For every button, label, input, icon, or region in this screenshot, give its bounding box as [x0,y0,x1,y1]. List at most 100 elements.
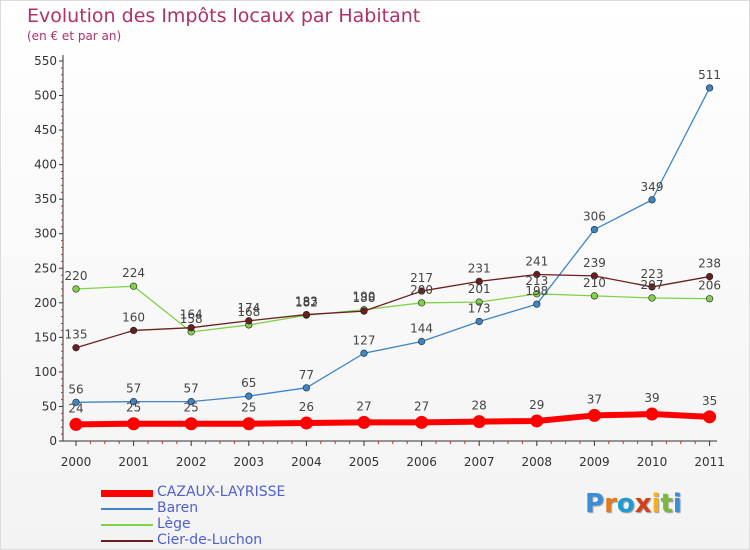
data-point [357,415,371,429]
data-point [533,300,541,308]
data-point [302,310,311,319]
y-tick-label: 100 [34,365,57,379]
logo-letter: r [604,489,617,519]
data-label: 200 [410,283,433,297]
data-label: 57 [126,382,141,396]
data-point [590,225,599,234]
data-point [184,417,198,431]
data-point [530,414,544,428]
line-chart: 0 50 100 150 200 250 300 350 400 450 500 550 2000 200… [34,54,725,469]
data-label: 224 [122,266,145,280]
logo-letter: i [651,489,661,519]
data-label: 220 [65,269,88,283]
data-label: 173 [468,301,491,315]
data-point [242,417,256,431]
y-tick-label: 350 [34,192,57,206]
proxiti-logo: Proxiti [585,489,682,519]
x-tick-label: 2001 [118,455,149,469]
data-label: 35 [702,394,717,408]
data-point [533,290,541,298]
logo-letter: x [634,489,652,519]
data-point [130,282,138,290]
data-point [245,392,253,400]
data-label: 168 [237,305,260,319]
data-label: 77 [299,368,314,382]
data-point [245,317,253,325]
data-label: 201 [468,282,491,296]
data-point [72,285,80,293]
data-label: 37 [587,392,602,406]
legend-swatch [101,489,153,497]
data-point [72,398,80,406]
data-point [415,415,429,429]
data-point [69,417,83,431]
data-label: 217 [410,271,433,285]
data-point [590,272,599,280]
legend-swatch [101,508,153,510]
x-tick-label: 2003 [234,455,265,469]
data-label: 24 [68,401,83,415]
data-label: 231 [468,261,491,275]
legend-swatch [101,524,153,526]
x-tick-label: 2004 [291,455,322,469]
legend-item: Cier-de-Luchon [101,532,341,549]
data-label: 207 [641,278,664,292]
data-label: 182 [295,295,318,309]
data-label: 349 [641,180,664,194]
data-label: 188 [353,291,376,305]
data-point [648,294,656,302]
y-tick-label: 200 [34,296,57,310]
legend-item: CAZAUX-LAYRISSE [101,484,341,501]
data-label: 144 [410,322,433,336]
data-label: 29 [529,398,544,412]
data-label: 239 [583,256,606,270]
data-label: 27 [356,399,371,413]
data-point [648,196,656,204]
y-tick-label: 400 [34,158,57,172]
data-label: 56 [68,382,83,396]
x-tick-label: 2010 [637,455,668,469]
data-point [645,407,659,421]
y-tick-label: 250 [34,261,57,275]
data-point [418,299,426,307]
x-tick-label: 2000 [61,455,92,469]
legend-label: Baren [157,500,199,516]
data-point [472,415,486,429]
x-tick-label: 2006 [406,455,437,469]
logo-letter: o [616,489,635,519]
data-point [418,337,426,346]
data-point [127,417,141,431]
logo-letter: P [585,489,605,519]
data-label: 25 [241,401,256,415]
data-point [302,384,311,392]
data-point [648,283,656,291]
data-label: 238 [698,257,721,271]
data-point [360,307,368,315]
data-point [72,344,80,352]
x-tick-label: 2005 [349,455,380,469]
data-point [703,410,717,424]
y-tick-label: 300 [34,227,57,241]
y-tick-label: 150 [34,330,57,344]
data-label: 135 [65,328,88,342]
legend-label: Lège [157,516,191,532]
legend-label: CAZAUX-LAYRISSE [157,484,286,500]
axes: 0 50 100 150 200 250 300 350 400 450 500 550 2000 200… [34,54,725,469]
legend-item: Lège [101,516,341,533]
data-point [360,349,368,357]
data-point [475,317,483,326]
data-label: 160 [122,310,145,324]
data-point [130,398,138,406]
data-label: 190 [353,290,376,304]
data-point [533,270,541,279]
data-point [705,295,714,303]
data-label: 39 [644,391,659,405]
x-tick-label: 2008 [522,455,553,469]
data-label: 25 [184,401,199,415]
chart-subtitle: (en € et par an) [27,29,122,43]
data-label: 210 [583,276,606,290]
data-point [475,298,483,306]
data-label: 57 [184,382,199,396]
y-tick-label: 0 [49,434,57,448]
data-point [590,292,599,300]
